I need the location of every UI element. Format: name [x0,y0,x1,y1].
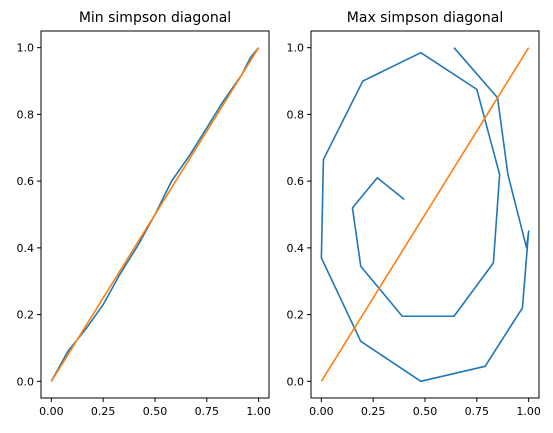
tick-layer: 0.00 0.25 0.50 0.75 1.00 0.0 0.2 0.4 0.6 0.8 1.0 [17,42,271,418]
y-tick-label: 0.0 [287,375,305,388]
x-tick-label: 1.00 [516,405,541,418]
y-tick-label: 1.0 [287,42,305,55]
plot-panel-min: Min simpson diagonal 0.00 0.25 0.50 0.75 1.0… [17,10,271,418]
y-tick-label: 1.0 [17,42,35,55]
x-tick-label: 0.75 [465,405,490,418]
plot-title: Max simpson diagonal [347,10,503,26]
x-tick-label: 0.00 [39,405,64,418]
y-tick-label: 0.6 [17,175,35,188]
y-tick-label: 0.4 [17,242,35,255]
series-layer [320,47,530,383]
x-tick-label: 1.00 [246,405,271,418]
plot-panel-max: Max simpson diagonal 0.00 0.25 0.50 0.75 1.0… [287,10,541,418]
y-tick-label: 0.8 [17,108,35,121]
x-tick-label: 0.00 [309,405,334,418]
axes-frame [310,30,540,399]
y-tick-label: 0.8 [287,108,305,121]
x-tick-label: 0.25 [91,405,116,418]
plot-title: Min simpson diagonal [79,10,231,26]
series-line-2 [320,47,530,382]
x-tick-label: 0.50 [413,405,438,418]
y-tick-label: 0.0 [17,375,35,388]
series-line-1 [320,47,530,383]
y-tick-label: 0.2 [287,309,305,322]
y-tick-label: 0.6 [287,175,305,188]
axes-frame [40,30,270,399]
y-tick-label: 0.2 [17,309,35,322]
x-tick-label: 0.25 [361,405,386,418]
x-tick-label: 0.50 [143,405,168,418]
tick-layer: 0.00 0.25 0.50 0.75 1.00 0.0 0.2 0.4 0.6 0.8 1.0 [287,42,541,418]
series-line-2 [50,47,260,382]
series-layer [50,47,260,382]
x-tick-label: 0.75 [195,405,220,418]
y-tick-label: 0.4 [287,242,305,255]
